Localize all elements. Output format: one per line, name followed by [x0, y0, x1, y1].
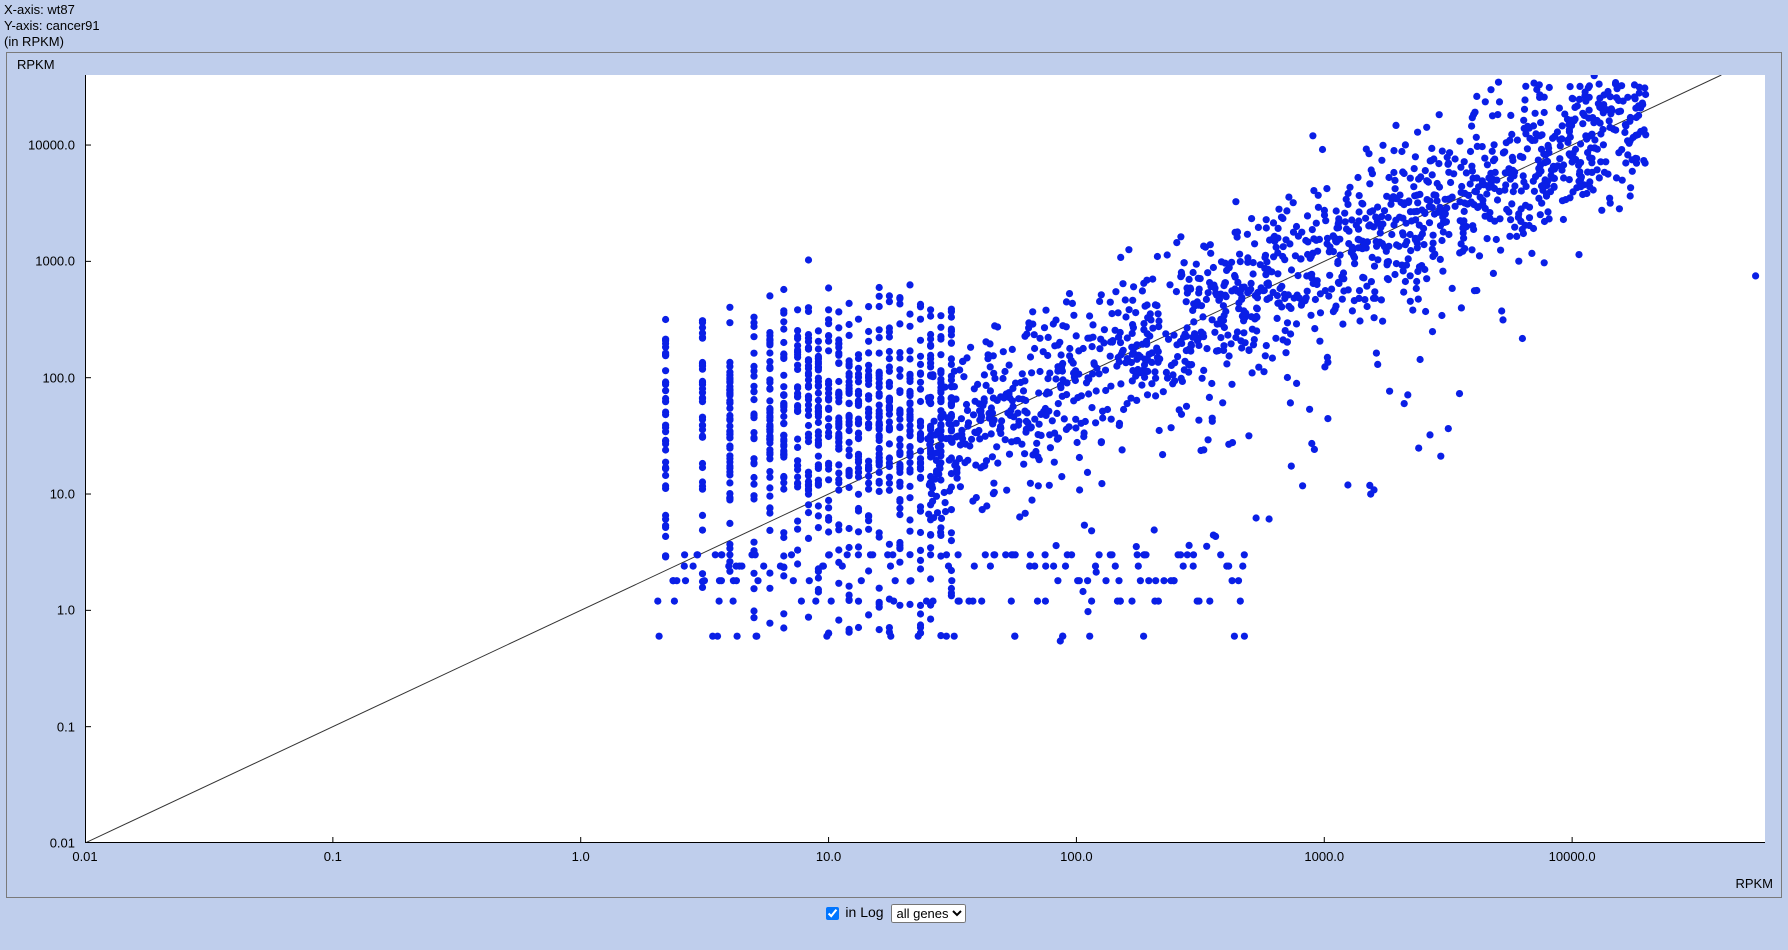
chart-controls: in Log all genes	[0, 898, 1788, 923]
x-tick-label: 0.1	[324, 849, 342, 864]
log-scale-toggle[interactable]: in Log	[822, 904, 888, 920]
x-tick-label: 0.01	[72, 849, 97, 864]
gene-set-select[interactable]: all genes	[891, 904, 966, 923]
x-tick-label: 100.0	[1060, 849, 1093, 864]
y-axis-info: Y-axis: cancer91	[4, 18, 1784, 34]
x-tick-label: 10000.0	[1549, 849, 1596, 864]
scatter-plot-svg	[85, 75, 1765, 843]
y-axis-unit-label: RPKM	[17, 57, 55, 72]
y-tick-label: 10000.0	[15, 138, 75, 153]
chart-frame: RPKM 0.01 0.1 1.0 10.0 100.0 1000.0 10000.0 0.…	[6, 52, 1782, 898]
x-tick-label: 10.0	[816, 849, 841, 864]
y-tick-label: 1.0	[15, 603, 75, 618]
y-tick-label: 0.1	[15, 719, 75, 734]
y-tick-label: 0.01	[15, 836, 75, 851]
units-info: (in RPKM)	[4, 34, 1784, 50]
plot-area[interactable]	[85, 75, 1765, 843]
y-tick-label: 100.0	[15, 370, 75, 385]
log-scale-label: in Log	[845, 904, 883, 920]
y-tick-label: 1000.0	[15, 254, 75, 269]
axis-info-header: X-axis: wt87 Y-axis: cancer91 (in RPKM)	[0, 0, 1788, 52]
x-axis-info: X-axis: wt87	[4, 2, 1784, 18]
y-tick-label: 10.0	[15, 487, 75, 502]
log-scale-checkbox[interactable]	[826, 907, 839, 920]
x-tick-label: 1.0	[572, 849, 590, 864]
x-tick-label: 1000.0	[1304, 849, 1344, 864]
x-axis-unit-label: RPKM	[1735, 876, 1773, 891]
